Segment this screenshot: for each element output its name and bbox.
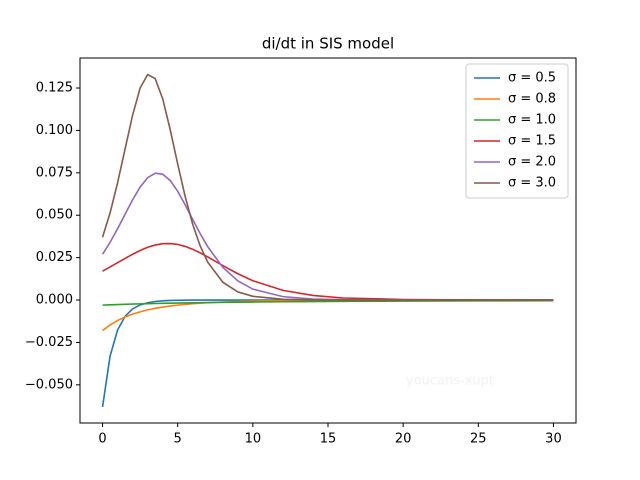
chart-title: di/dt in SIS model — [262, 35, 394, 53]
series-line — [101, 73, 554, 301]
y-tick-label: 0.075 — [36, 165, 73, 180]
y-tick-label: 0.050 — [36, 208, 73, 223]
legend-box — [465, 63, 569, 199]
x-tick-label: 25 — [470, 432, 487, 447]
x-tick-label: 0 — [98, 432, 106, 447]
y-tick-label: 0.025 — [36, 250, 73, 265]
x-tick-label: 5 — [174, 432, 182, 447]
legend-label: σ = 1.5 — [508, 134, 556, 149]
series-line — [102, 299, 554, 306]
series-line — [102, 242, 554, 301]
x-tick-label: 15 — [320, 432, 337, 447]
legend-label: σ = 2.0 — [508, 155, 556, 170]
legend-label: σ = 3.0 — [508, 176, 556, 191]
x-tick-label: 10 — [245, 432, 262, 447]
plot-frame — [79, 57, 577, 424]
x-tick-label: 30 — [545, 432, 562, 447]
y-tick-label: 0.100 — [36, 123, 73, 138]
x-tick-label: 20 — [395, 432, 412, 447]
legend-label: σ = 0.5 — [508, 71, 556, 86]
legend-label: σ = 1.0 — [508, 113, 556, 128]
y-tick-label: −0.025 — [25, 335, 73, 350]
y-tick-label: 0.000 — [36, 293, 73, 308]
legend-label: σ = 0.8 — [508, 92, 556, 107]
watermark: youcans-xupt — [406, 374, 494, 389]
y-tick-label: −0.050 — [25, 377, 73, 392]
y-tick-label: 0.125 — [36, 81, 73, 96]
